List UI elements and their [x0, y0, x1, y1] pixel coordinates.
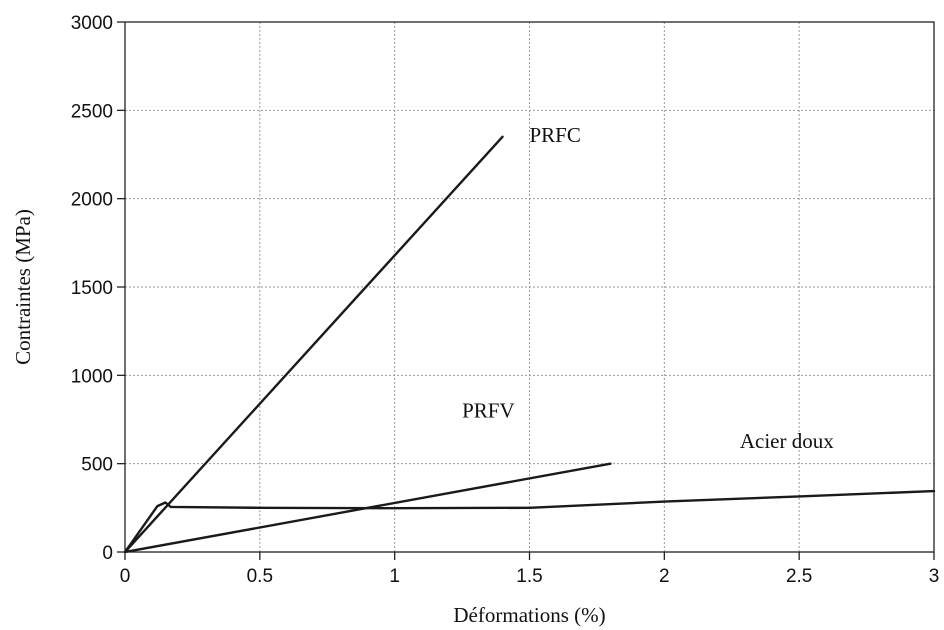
y-tick-label: 500 — [81, 455, 113, 476]
y-tick-label: 1500 — [71, 278, 113, 299]
axes: 0 0.5 1 1.5 2 2.5 3 0 500 1000 1500 2000 2500 3000 — [71, 13, 940, 587]
x-tick-label: 2 — [659, 566, 670, 587]
x-tick-label: 0 — [120, 566, 131, 587]
y-tick-label: 1000 — [71, 366, 113, 387]
x-axis-title: Déformations (%) — [453, 603, 605, 627]
grid — [125, 22, 934, 552]
series-line-acier-doux — [123, 489, 936, 554]
y-tick-label: 3000 — [71, 13, 113, 34]
y-tick-label: 2000 — [71, 190, 113, 211]
series-label-prfv: PRFV — [462, 399, 515, 423]
series-label-acier-doux: Acier doux — [740, 429, 834, 453]
y-tick-label: 2500 — [71, 101, 113, 122]
series-label-prfc: PRFC — [530, 123, 581, 147]
series-line-prfc — [123, 135, 504, 554]
x-tick-label: 3 — [929, 566, 940, 587]
series-labels: PRFC PRFV Acier doux — [462, 123, 834, 453]
y-axis-title: Contraintes (MPa) — [11, 209, 35, 365]
x-tick-label: 0.5 — [247, 566, 273, 587]
y-tick-label: 0 — [102, 543, 113, 564]
x-tick-label: 1.5 — [516, 566, 542, 587]
data-series — [123, 135, 936, 554]
x-tick-label: 2.5 — [786, 566, 812, 587]
x-tick-label: 1 — [389, 566, 400, 587]
